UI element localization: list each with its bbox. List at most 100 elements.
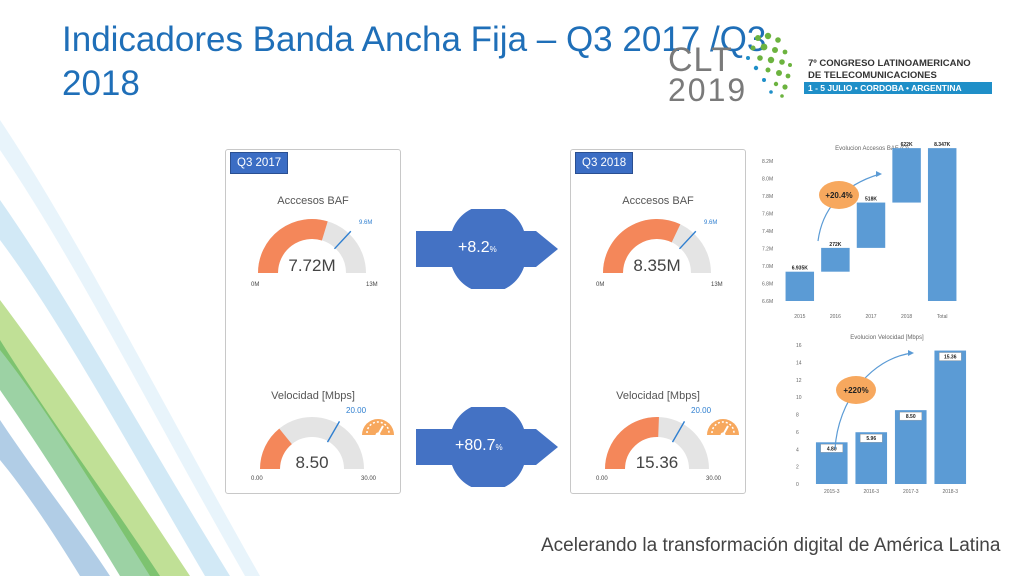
growth-unit: %: [495, 443, 503, 452]
growth-label-accesos: +8.2%: [458, 239, 497, 257]
growth-badge: [836, 376, 876, 404]
y-tick-label: 14: [796, 360, 802, 366]
gauge-value: 8.50: [295, 453, 328, 472]
gauge-min-label: 0M: [596, 282, 604, 288]
growth-value: +8.2: [458, 239, 490, 256]
bar-data-label: 272K: [829, 242, 841, 248]
gauge-fill: [258, 219, 328, 274]
chart-annotation: +20.4%: [825, 191, 852, 200]
x-tick-label: 2015-3: [824, 489, 840, 495]
gauge-value: 15.36: [636, 453, 679, 472]
bar: [934, 350, 967, 484]
chart-evolucion-accesos: Evolucion Accesos BAF (Q) 6.6M 6.8M 7.0M 7.…: [762, 142, 957, 320]
logo-clt: CLT: [668, 41, 733, 79]
logo-line-3: 1 - 5 JULIO • CORDOBA • ARGENTINA: [804, 82, 992, 94]
gauge-velocidad: 8.50 0.00 30.00 20.00: [251, 406, 394, 482]
y-tick-label: 0: [796, 482, 799, 488]
growth-value: +80.7: [455, 437, 496, 454]
x-tick-label: Total: [937, 314, 948, 320]
bar: [892, 148, 921, 203]
y-tick-label: 2: [796, 465, 799, 471]
bar: [894, 410, 927, 484]
gauge-value: 7.72M: [288, 256, 335, 275]
bar-label-box: [820, 444, 843, 453]
y-tick-label: 12: [796, 378, 802, 384]
gauge-max-label: 30.00: [361, 476, 377, 482]
gauge-accesos: 7.72M 0M 13M 9.6M: [251, 219, 378, 288]
gauge-title-accesos: Acccesos BAF: [622, 195, 694, 207]
chart-evolucion-velocidad: Evolucion Velocidad [Mbps] 0 2 4 6 8 10 12 14 16…: [796, 335, 967, 495]
y-tick-label: 7.0M: [762, 264, 773, 270]
y-tick-label: 7.4M: [762, 229, 773, 235]
gauge-min-label: 0M: [251, 282, 259, 288]
bar-data-label: 8.50: [906, 414, 916, 420]
gauge-title-accesos: Acccesos BAF: [277, 195, 349, 207]
gauge-fill: [605, 417, 659, 470]
y-tick-label: 7.6M: [762, 212, 773, 218]
gauge-title-velocidad: Velocidad [Mbps]: [271, 390, 355, 402]
bar-data-label: 15.36: [944, 355, 957, 361]
bar: [856, 202, 886, 248]
gauge-max-label: 13M: [366, 282, 378, 288]
bar-data-label: 622K: [901, 142, 913, 148]
panel-tag: Q3 2017: [230, 152, 289, 174]
y-tick-label: 8: [796, 413, 799, 419]
gauge-target-label: 20.00: [346, 406, 367, 415]
gauge-target-marker: [671, 421, 686, 443]
gauge-target-marker: [326, 421, 341, 443]
y-tick-label: 6.8M: [762, 282, 773, 288]
bar: [927, 148, 957, 301]
gauge-value: 8.35M: [633, 256, 680, 275]
bar-label-box: [899, 411, 922, 421]
bar-data-label: 5.96: [866, 436, 876, 442]
growth-arrow-accesos: [416, 209, 558, 289]
footer-tagline: Acelerando la transformación digital de …: [541, 535, 1001, 556]
gauge-velocidad: 15.36 0.00 30.00 20.00: [596, 406, 739, 482]
y-tick-label: 16: [796, 343, 802, 349]
x-tick-label: 2017: [865, 314, 876, 320]
x-tick-label: 2016: [830, 314, 841, 320]
panel-q3-2017: Q3 2017 Acccesos BAF 7.72M 0M 13M 9.6M V…: [225, 149, 401, 494]
y-tick-label: 6.6M: [762, 299, 773, 305]
bar-data-label: 6.935K: [792, 266, 809, 272]
gauge-fill: [603, 219, 681, 274]
y-tick-label: 8.0M: [762, 177, 773, 183]
x-tick-label: 2018-3: [942, 489, 958, 495]
page-title: Indicadores Banda Ancha Fija – Q3 2017 /…: [62, 20, 767, 103]
bar-data-label: 8.347K: [934, 142, 951, 148]
y-tick-label: 4: [796, 447, 799, 453]
growth-arrow-velocidad: [416, 407, 558, 487]
y-tick-label: 10: [796, 395, 802, 401]
bar: [821, 247, 850, 272]
gauge-fill: [260, 428, 293, 470]
chart-title: Evolucion Accesos BAF (Q): [835, 146, 909, 152]
growth-badge: [819, 181, 859, 209]
panel-tag: Q3 2018: [575, 152, 634, 174]
gauge-target-marker: [678, 230, 697, 250]
gauge-max-label: 30.00: [706, 476, 722, 482]
gauge-target-label: 9.6M: [704, 220, 717, 226]
gauge-accesos: 8.35M 0M 13M 9.6M: [596, 219, 723, 288]
speedometer-icon: [707, 419, 739, 438]
gauge-target-label: 20.00: [691, 406, 712, 415]
x-tick-label: 2018: [901, 314, 912, 320]
gauge-min-label: 0.00: [251, 476, 263, 482]
bar-label-box: [939, 352, 962, 361]
gauge-target-label: 9.6M: [359, 220, 372, 226]
bar: [785, 271, 815, 301]
panel-q3-2018: Q3 2018 Acccesos BAF 8.35M 0M 13M 9.6M V…: [570, 149, 746, 494]
speedometer-icon: [362, 419, 394, 438]
bar-data-label: 518K: [865, 197, 877, 203]
logo-line-2: DE TELECOMUNICACIONES: [808, 70, 937, 81]
gauge-target-marker: [333, 230, 352, 250]
bar-label-box: [860, 434, 883, 443]
y-tick-label: 8.2M: [762, 159, 773, 165]
chart-title: Evolucion Velocidad [Mbps]: [850, 335, 924, 341]
chart-annotation: +220%: [843, 386, 868, 395]
x-tick-label: 2016-3: [863, 489, 879, 495]
x-tick-label: 2015: [794, 314, 805, 320]
dots-icon: [746, 32, 792, 98]
gauge-min-label: 0.00: [596, 476, 608, 482]
gauge-title-velocidad: Velocidad [Mbps]: [616, 390, 700, 402]
